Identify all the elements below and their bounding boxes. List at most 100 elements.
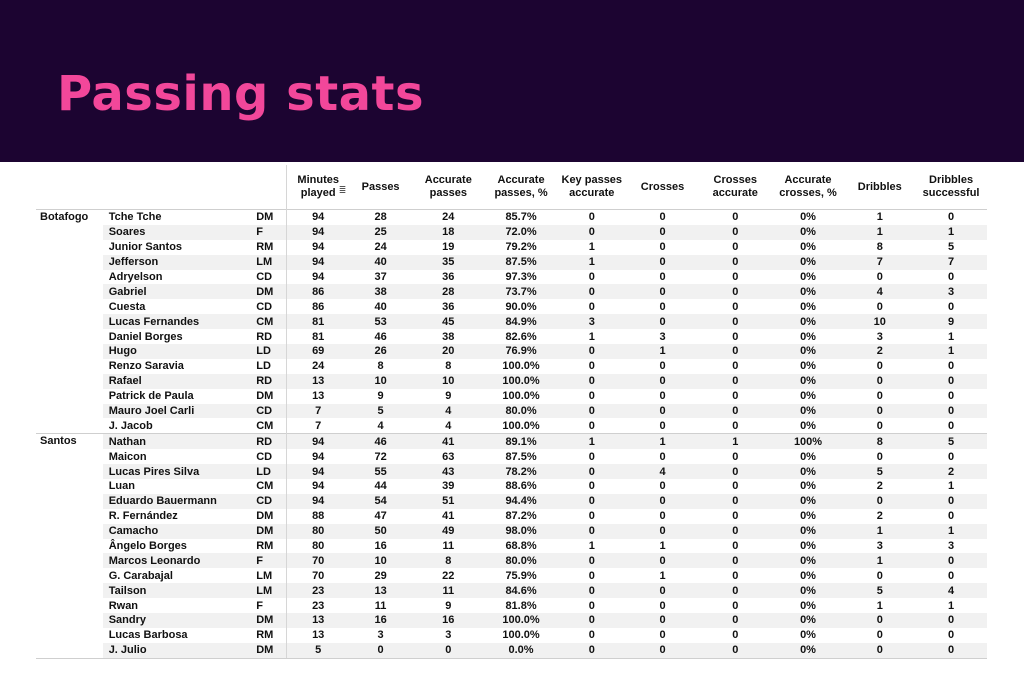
passing-stats-table: Minutes played ≣ Passes Accurate passes Accu… bbox=[36, 165, 987, 659]
stat-cell: 0 bbox=[659, 300, 666, 313]
stat-cell: 0% bbox=[800, 419, 816, 432]
team-name bbox=[36, 493, 103, 509]
player-position: F bbox=[250, 553, 287, 569]
stat-cell: 0 bbox=[698, 314, 772, 330]
stat-cell: 0 bbox=[948, 419, 955, 432]
table-row: Hugo LD 69 26 20 76.9% 0 1 0 0% 2 1 bbox=[36, 344, 987, 359]
stat-cell: 0 bbox=[626, 642, 699, 659]
stat-cell: 1 bbox=[626, 433, 699, 450]
column-header[interactable]: Key passes accurate bbox=[557, 165, 627, 210]
stat-cell: 1 bbox=[698, 433, 772, 450]
stat-cell: 23 bbox=[286, 583, 350, 599]
player-position: RD bbox=[250, 433, 287, 450]
stat-cell: 0 bbox=[698, 523, 772, 539]
team-name bbox=[36, 329, 103, 345]
stat-cell: 38 bbox=[442, 330, 455, 343]
stat-cell: 24 bbox=[286, 358, 350, 374]
table-row: J. Julio DM 5 0 0 0.0% 0 0 0 0% 0 0 bbox=[36, 642, 987, 659]
stat-cell: 0 bbox=[844, 373, 916, 389]
stat-cell: 76.9% bbox=[484, 344, 558, 359]
page-title: Passing stats bbox=[57, 66, 425, 122]
stat-cell: 63 bbox=[442, 450, 455, 463]
stat-cell: 0 bbox=[698, 553, 772, 569]
column-header-label: Minutes played bbox=[297, 174, 339, 199]
stat-cell: 53 bbox=[349, 314, 412, 330]
stat-cell: 40 bbox=[349, 254, 412, 270]
team-name bbox=[36, 583, 103, 599]
stat-cell: 0 bbox=[915, 642, 987, 659]
player-position: LD bbox=[250, 464, 287, 480]
stat-cell: 84.6% bbox=[484, 583, 558, 599]
stat-cell: 19 bbox=[442, 241, 455, 254]
stat-cell: 39 bbox=[442, 480, 455, 493]
column-header[interactable]: Dribbles bbox=[844, 165, 916, 210]
stat-cell: 8 bbox=[876, 241, 883, 254]
column-header[interactable]: Dribbles successful bbox=[915, 165, 987, 210]
stat-cell: 0 bbox=[732, 330, 739, 343]
stat-cell: 85.7% bbox=[484, 208, 558, 225]
stat-cell: 0 bbox=[626, 314, 699, 330]
stat-cell: 11 bbox=[442, 540, 455, 553]
stat-cell: 8 bbox=[411, 553, 485, 569]
stat-cell: 0 bbox=[588, 360, 595, 373]
stat-cell: 8 bbox=[377, 360, 384, 373]
stat-cell: 16 bbox=[411, 613, 485, 628]
stat-cell: 81.8% bbox=[505, 599, 537, 612]
stat-cell: 3 bbox=[445, 629, 452, 642]
team-name bbox=[36, 627, 103, 643]
stat-cell: 0 bbox=[557, 583, 627, 599]
column-header[interactable]: Accurate passes bbox=[411, 165, 485, 210]
stat-cell: 0 bbox=[732, 300, 739, 313]
team-name bbox=[36, 314, 103, 330]
stat-cell: 0% bbox=[800, 540, 816, 553]
table-row: Soares F 94 25 18 72.0% 0 0 0 0% 1 1 bbox=[36, 224, 987, 240]
sort-descending-icon[interactable]: ≣ bbox=[338, 185, 347, 195]
stat-cell: 38 bbox=[349, 284, 412, 300]
stat-cell: 43 bbox=[411, 464, 485, 480]
player-position: DM bbox=[250, 284, 287, 300]
stat-cell: 1 bbox=[844, 224, 916, 240]
player-name: Adryelson bbox=[108, 271, 163, 283]
stat-cell: 1 bbox=[557, 433, 627, 450]
stat-cell: 0 bbox=[557, 403, 627, 419]
table-row: Maicon CD 94 72 63 87.5% 0 0 0 0% 0 0 bbox=[36, 449, 987, 465]
player-name: Tche Tche bbox=[102, 208, 251, 225]
stat-cell: 0% bbox=[771, 344, 845, 359]
stat-cell: 49 bbox=[411, 523, 485, 539]
stat-cell: 50 bbox=[349, 523, 412, 539]
player-name: Sandry bbox=[102, 613, 251, 628]
stat-cell: 0 bbox=[915, 493, 987, 509]
stat-cell: 0% bbox=[771, 613, 845, 628]
stat-cell: 0% bbox=[800, 629, 816, 642]
column-header[interactable]: Passes bbox=[349, 165, 412, 210]
stat-cell: 1 bbox=[659, 569, 666, 582]
player-name: J. Jacob bbox=[108, 419, 153, 432]
stat-cell: 88.6% bbox=[505, 480, 537, 493]
team-name bbox=[36, 642, 103, 659]
stat-cell: 82.6% bbox=[505, 330, 537, 343]
table-row: J. Jacob CM 7 4 4 100.0% 0 0 0 0% 0 0 bbox=[36, 418, 987, 434]
table-row: Gabriel DM 86 38 28 73.7% 0 0 0 0% 4 3 bbox=[36, 284, 987, 300]
stat-cell: 0 bbox=[948, 450, 955, 463]
table-row: Renzo Saravia LD 24 8 8 100.0% 0 0 0 0% 0 0 bbox=[36, 358, 987, 374]
stat-cell: 35 bbox=[411, 254, 485, 270]
stat-cell: 11 bbox=[411, 583, 485, 599]
column-header[interactable]: Crosses bbox=[626, 165, 699, 210]
column-header[interactable]: Crosses accurate bbox=[698, 165, 772, 210]
player-name: Ângelo Borges bbox=[108, 540, 187, 553]
team-name bbox=[36, 239, 103, 255]
column-header[interactable]: Accurate crosses, % bbox=[771, 165, 845, 210]
stat-cell: 80.0% bbox=[484, 403, 558, 419]
stat-cell: 0 bbox=[844, 642, 916, 659]
stat-cell: 0% bbox=[800, 300, 816, 313]
stat-cell: 0 bbox=[948, 569, 955, 582]
player-name: G. Carabajal bbox=[108, 569, 173, 582]
stat-cell: 0% bbox=[771, 464, 845, 480]
stat-cell: 94 bbox=[286, 224, 350, 240]
stat-cell: 0 bbox=[732, 599, 739, 612]
column-header[interactable]: Accurate passes, % bbox=[484, 165, 558, 210]
stat-cell: 0 bbox=[915, 553, 987, 569]
stat-cell: 0 bbox=[698, 464, 772, 480]
column-header[interactable]: Minutes played ≣ bbox=[286, 165, 350, 210]
stat-cell: 1 bbox=[915, 344, 987, 359]
